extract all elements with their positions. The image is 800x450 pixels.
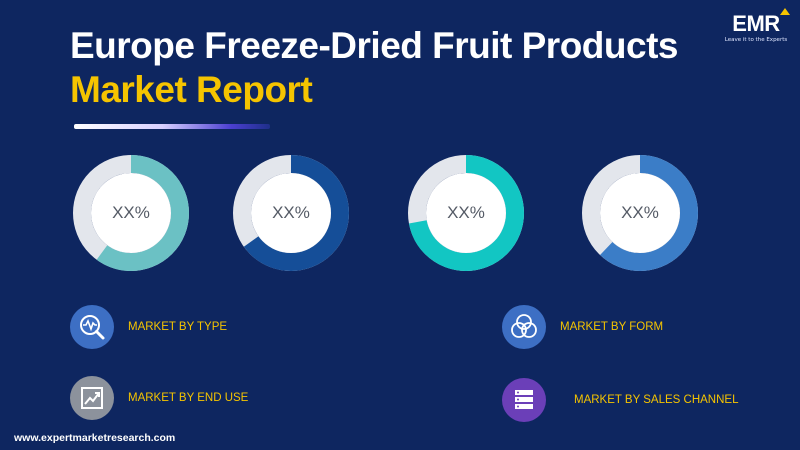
venn-circles-icon <box>511 314 537 338</box>
title-underline <box>74 124 270 129</box>
segment-icon-bg <box>502 305 546 349</box>
line-chart-icon <box>81 387 103 409</box>
segment-icon-bg <box>70 376 114 420</box>
donut-chart-3: XX% <box>407 154 525 272</box>
segment-market-by-form: MARKET BY FORM <box>502 305 663 349</box>
page-title: Europe Freeze-Dried Fruit Products Marke… <box>70 24 679 112</box>
segment-icon-bg <box>70 305 114 349</box>
segment-market-by-sales-channel: MARKET BY SALES CHANNEL <box>502 378 738 422</box>
donut-arc <box>73 155 189 271</box>
logo-name: EMR <box>732 11 780 36</box>
donut-chart-4: XX% <box>581 154 699 272</box>
donut-value-4: XX% <box>621 203 659 222</box>
donut-chart-2: XX% <box>232 154 350 272</box>
donut-arc <box>408 155 524 271</box>
segment-label-type: MARKET BY TYPE <box>128 321 228 333</box>
segment-label-form: MARKET BY FORM <box>560 321 664 333</box>
logo-arrow-icon <box>780 8 790 15</box>
segment-market-by-end-use: MARKET BY END USE <box>70 376 248 420</box>
server-stack-icon <box>515 390 533 409</box>
logo-tagline: Leave it to the Experts <box>724 37 788 43</box>
segment-icon-bg <box>502 378 546 422</box>
donut-center <box>426 173 506 253</box>
segment-label-sales-channel: MARKET BY SALES CHANNEL <box>574 394 739 406</box>
donut-value-3: XX% <box>447 203 485 222</box>
donut-value-2: XX% <box>272 203 310 222</box>
donut-center <box>600 173 680 253</box>
footer-website: www.expertmarketresearch.com <box>14 432 176 444</box>
donut-value-1: XX% <box>112 203 150 222</box>
donut-arc <box>582 155 698 271</box>
donut-chart-1: XX% <box>72 154 190 272</box>
donut-center <box>91 173 171 253</box>
title-line-1: Europe Freeze-Dried Fruit Products <box>70 25 679 66</box>
donut-arc <box>233 155 349 271</box>
emr-logo: EMR Leave it to the Experts <box>724 8 790 48</box>
heartbeat-magnifier-icon <box>80 315 105 340</box>
segment-market-by-type: MARKET BY TYPE <box>70 305 227 349</box>
donut-center <box>251 173 331 253</box>
title-line-2: Market Report <box>70 69 313 110</box>
segment-label-end-use: MARKET BY END USE <box>128 392 249 404</box>
